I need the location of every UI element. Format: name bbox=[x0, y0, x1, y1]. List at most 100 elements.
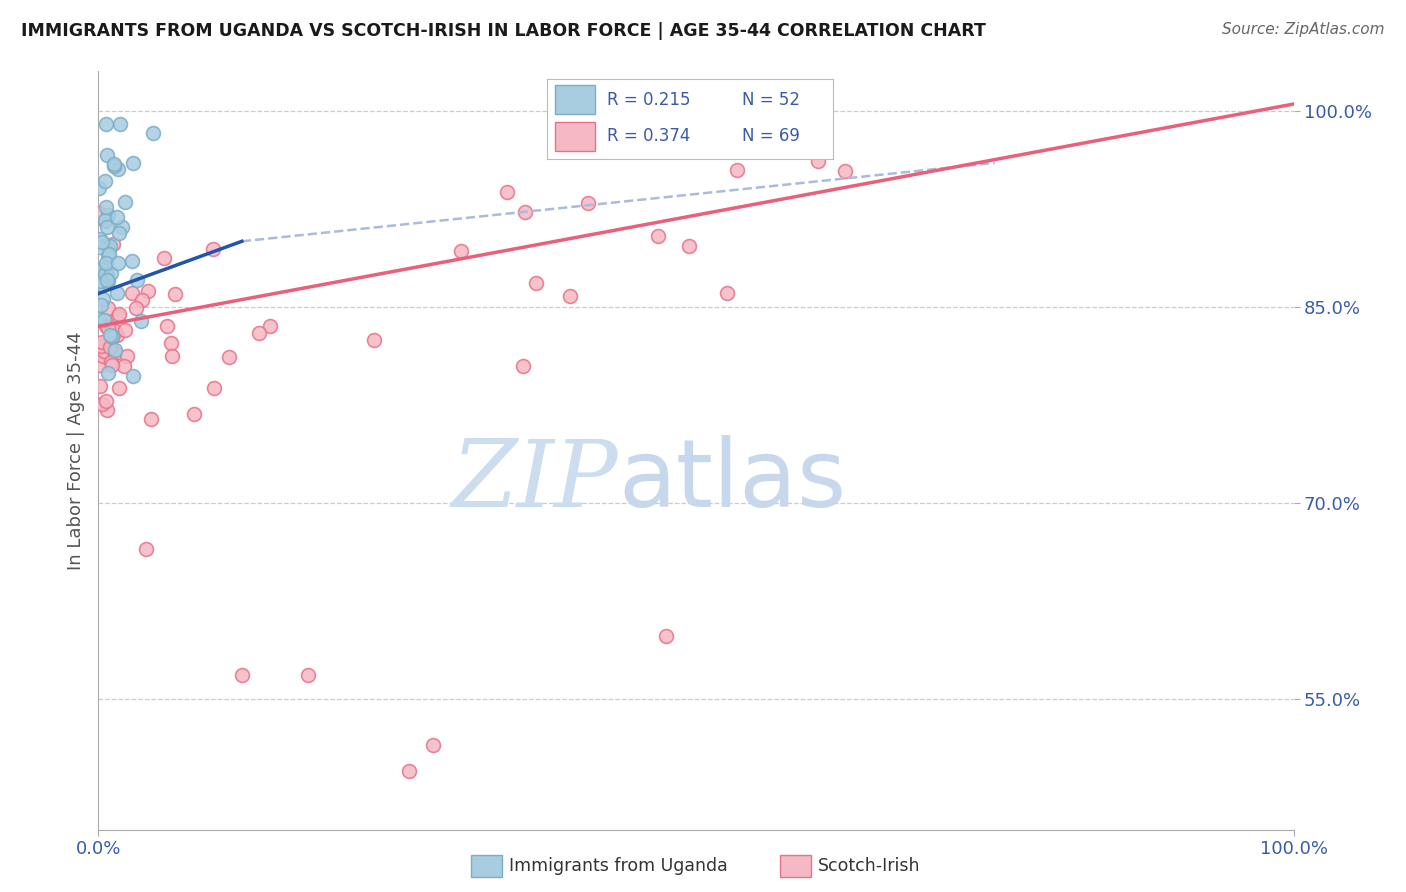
Point bbox=[96, 273, 118, 287]
Point bbox=[135, 541, 157, 556]
Point bbox=[107, 162, 129, 177]
Point bbox=[125, 301, 148, 315]
Point bbox=[97, 274, 120, 288]
Point bbox=[98, 247, 121, 261]
Point bbox=[576, 196, 599, 211]
Point bbox=[101, 236, 124, 251]
Point bbox=[114, 323, 136, 337]
Point bbox=[160, 335, 183, 350]
Point bbox=[93, 313, 115, 327]
Point bbox=[103, 159, 125, 173]
Point bbox=[247, 326, 270, 340]
Point bbox=[98, 340, 121, 354]
Point bbox=[398, 764, 420, 778]
Point bbox=[107, 307, 129, 321]
Text: atlas: atlas bbox=[619, 434, 846, 527]
Point bbox=[100, 266, 122, 280]
Point bbox=[96, 117, 118, 131]
Point bbox=[97, 337, 120, 351]
Point bbox=[100, 328, 122, 343]
Point bbox=[121, 155, 143, 169]
Point bbox=[97, 208, 120, 222]
Point bbox=[104, 346, 127, 360]
Point bbox=[297, 668, 319, 682]
Point bbox=[512, 359, 534, 373]
Point bbox=[90, 397, 112, 411]
Point bbox=[94, 255, 117, 269]
Point bbox=[107, 381, 129, 395]
Point bbox=[94, 267, 117, 281]
Point bbox=[153, 251, 176, 265]
Point bbox=[89, 359, 111, 373]
Point bbox=[104, 324, 127, 338]
Point bbox=[93, 344, 115, 359]
Point bbox=[162, 349, 184, 363]
Text: ZIP: ZIP bbox=[451, 436, 619, 525]
Point bbox=[94, 260, 117, 275]
Point bbox=[90, 298, 112, 312]
Point bbox=[91, 274, 114, 288]
Point bbox=[112, 359, 135, 373]
Point bbox=[90, 261, 112, 276]
Point bbox=[90, 339, 112, 353]
Text: Immigrants from Uganda: Immigrants from Uganda bbox=[509, 857, 728, 875]
Text: IMMIGRANTS FROM UGANDA VS SCOTCH-IRISH IN LABOR FORCE | AGE 35-44 CORRELATION CH: IMMIGRANTS FROM UGANDA VS SCOTCH-IRISH I… bbox=[21, 22, 986, 40]
Text: Scotch-Irish: Scotch-Irish bbox=[818, 857, 921, 875]
Point bbox=[655, 629, 678, 643]
Point bbox=[97, 301, 120, 316]
Point bbox=[96, 319, 118, 334]
Point bbox=[107, 256, 129, 270]
Text: Source: ZipAtlas.com: Source: ZipAtlas.com bbox=[1222, 22, 1385, 37]
Point bbox=[121, 254, 143, 268]
Point bbox=[218, 350, 240, 364]
Point bbox=[231, 668, 253, 682]
Point bbox=[716, 286, 738, 301]
Point bbox=[96, 148, 118, 162]
Point bbox=[834, 164, 856, 178]
Point bbox=[91, 349, 114, 363]
Point bbox=[115, 349, 138, 363]
Point bbox=[97, 366, 120, 380]
Point bbox=[100, 326, 122, 341]
Point bbox=[93, 174, 115, 188]
Point bbox=[96, 220, 118, 235]
Point bbox=[93, 348, 115, 362]
Point bbox=[131, 293, 153, 307]
Point bbox=[96, 237, 118, 252]
Point bbox=[155, 318, 177, 333]
Point bbox=[107, 310, 129, 324]
Point bbox=[202, 381, 225, 395]
Point bbox=[97, 248, 120, 262]
Point bbox=[647, 228, 669, 243]
Point bbox=[108, 117, 131, 131]
Point bbox=[524, 277, 547, 291]
Point bbox=[104, 343, 127, 357]
Point bbox=[121, 285, 143, 300]
Point bbox=[89, 181, 111, 195]
Point bbox=[122, 369, 145, 384]
Point bbox=[363, 334, 385, 348]
Point bbox=[89, 379, 111, 393]
Point bbox=[105, 211, 128, 225]
Point bbox=[725, 163, 748, 178]
Point bbox=[183, 408, 205, 422]
Point bbox=[91, 278, 114, 293]
Point bbox=[496, 185, 519, 199]
Point bbox=[91, 335, 114, 350]
Point bbox=[94, 213, 117, 227]
Point bbox=[513, 204, 536, 219]
Point bbox=[98, 239, 121, 253]
Point bbox=[98, 351, 121, 366]
Point bbox=[90, 235, 112, 249]
Point bbox=[450, 244, 472, 258]
Point bbox=[105, 327, 128, 342]
Point bbox=[96, 200, 118, 214]
Point bbox=[98, 328, 121, 343]
Point bbox=[259, 318, 281, 333]
Point bbox=[108, 226, 131, 240]
Point bbox=[89, 240, 111, 254]
Point bbox=[105, 285, 128, 300]
Point bbox=[94, 214, 117, 228]
Point bbox=[94, 393, 117, 408]
Point bbox=[91, 263, 114, 277]
